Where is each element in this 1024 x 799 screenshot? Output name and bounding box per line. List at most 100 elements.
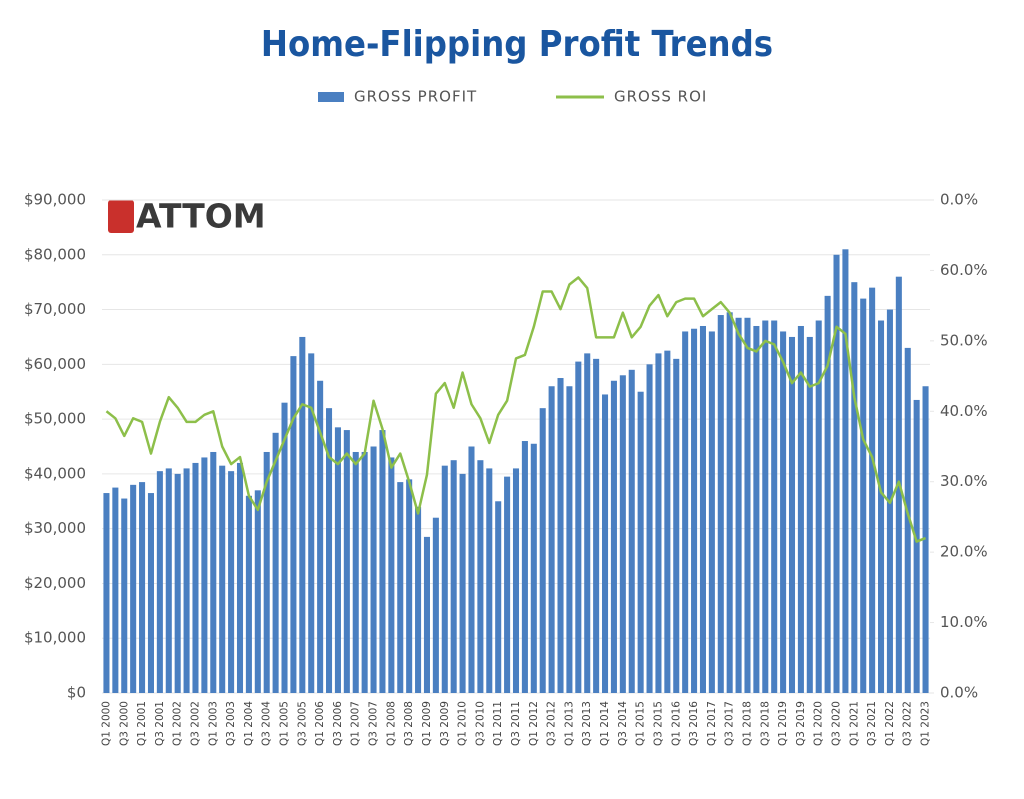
x-tick-label: Q1 2003 [207,701,219,746]
x-tick-label: Q1 2002 [172,701,184,746]
x-tick-label: Q3 2017 [724,701,736,746]
bar [869,287,876,693]
bar [495,501,502,693]
bar [343,430,350,693]
bar [156,471,163,693]
x-tick-label: Q3 2007 [368,701,380,746]
y-tick-label: $80,000 [24,245,86,263]
y-tick-label: $60,000 [24,355,86,373]
bar [326,408,333,693]
bar [406,479,413,693]
x-tick-label: Q3 2019 [795,701,807,746]
bar [566,386,573,693]
bar [842,249,849,694]
bar [593,358,600,693]
x-tick-label: Q3 2004 [261,701,273,746]
bar [797,325,804,693]
y-tick-label: $50,000 [24,410,86,428]
x-tick-label: Q1 2014 [599,701,611,746]
x-tick-label: Q1 2004 [243,701,255,746]
x-tick-label: Q1 2001 [136,701,148,746]
x-tick-label: Q3 2018 [759,701,771,746]
y2-tick-label: 50.0% [940,331,988,349]
x-tick-label: Q3 2000 [118,701,130,746]
bar [504,476,511,693]
x-tick-label: Q1 2009 [421,701,433,746]
y-tick-label: $10,000 [24,629,86,647]
x-tick-label: Q1 2012 [528,701,540,746]
legend-label: GROSS PROFIT [354,88,477,106]
bar [922,386,929,693]
x-tick-label: Q3 2005 [296,701,308,746]
line [105,276,927,543]
bar [441,465,448,693]
x-tick-label: Q1 2006 [314,701,326,746]
bar [174,473,181,693]
bar [788,336,796,693]
bar [139,482,146,693]
bar [512,468,520,693]
x-tick-label: Q1 2016 [670,701,682,746]
x-tick-label: Q3 2020 [831,701,843,746]
bar [468,446,475,693]
bar [584,353,591,693]
y-tick-label: $40,000 [24,464,86,482]
x-tick-label: Q3 2012 [546,701,558,746]
bar [557,378,564,693]
x-tick-label: Q1 2011 [492,701,504,746]
bar [165,468,172,693]
x-tick-label: Q3 2008 [403,701,415,746]
bar [833,254,840,693]
bar [646,364,653,693]
bar [860,298,867,693]
bar [477,460,484,693]
x-tick-label: Q3 2006 [332,701,344,746]
x-tick-label: Q1 2020 [813,701,825,746]
bar [370,446,377,693]
bar [726,312,733,693]
bar [112,487,119,693]
y2-tick-label: 60.0% [940,261,988,279]
bar [780,331,787,693]
bar [459,473,466,693]
x-tick-label: Q1 2017 [706,701,718,746]
bar [308,353,315,693]
bar [904,347,911,693]
legend-label: GROSS ROI [614,88,707,106]
x-tick-label: Q1 2000 [100,701,112,746]
bar [530,443,537,693]
x-tick-label: Q3 2013 [581,701,593,746]
x-tick-label: Q1 2021 [848,701,860,746]
bar [913,399,920,693]
x-tick-label: Q3 2003 [225,701,237,746]
logo-icon [108,200,134,233]
x-tick-label: Q3 2015 [652,701,664,746]
x-tick-label: Q1 2007 [350,701,362,746]
bar [691,328,698,693]
bar [744,317,751,693]
x-tick-label: Q3 2001 [154,701,166,746]
bar [423,536,430,693]
bar [290,356,297,693]
bar [699,325,706,693]
bar [655,353,662,693]
bar [771,320,778,693]
x-tick-label: Q1 2022 [884,701,896,746]
logo-text: ATTOM [136,197,266,236]
bar [130,484,137,693]
bar [201,457,208,693]
x-tick-label: Q1 2015 [635,701,647,746]
bar [815,320,822,693]
x-tick-label: Q1 2010 [457,701,469,746]
bar [121,498,128,693]
y-tick-label: $0 [67,684,86,702]
bar [851,282,858,693]
bar [334,427,341,693]
bar [361,451,368,693]
bar [379,430,386,693]
bar [415,506,422,693]
y2-tick-label: 0.0% [940,684,978,702]
x-tick-label: Q3 2002 [189,701,201,746]
x-tick-label: Q1 2005 [279,701,291,746]
bar [228,471,235,693]
